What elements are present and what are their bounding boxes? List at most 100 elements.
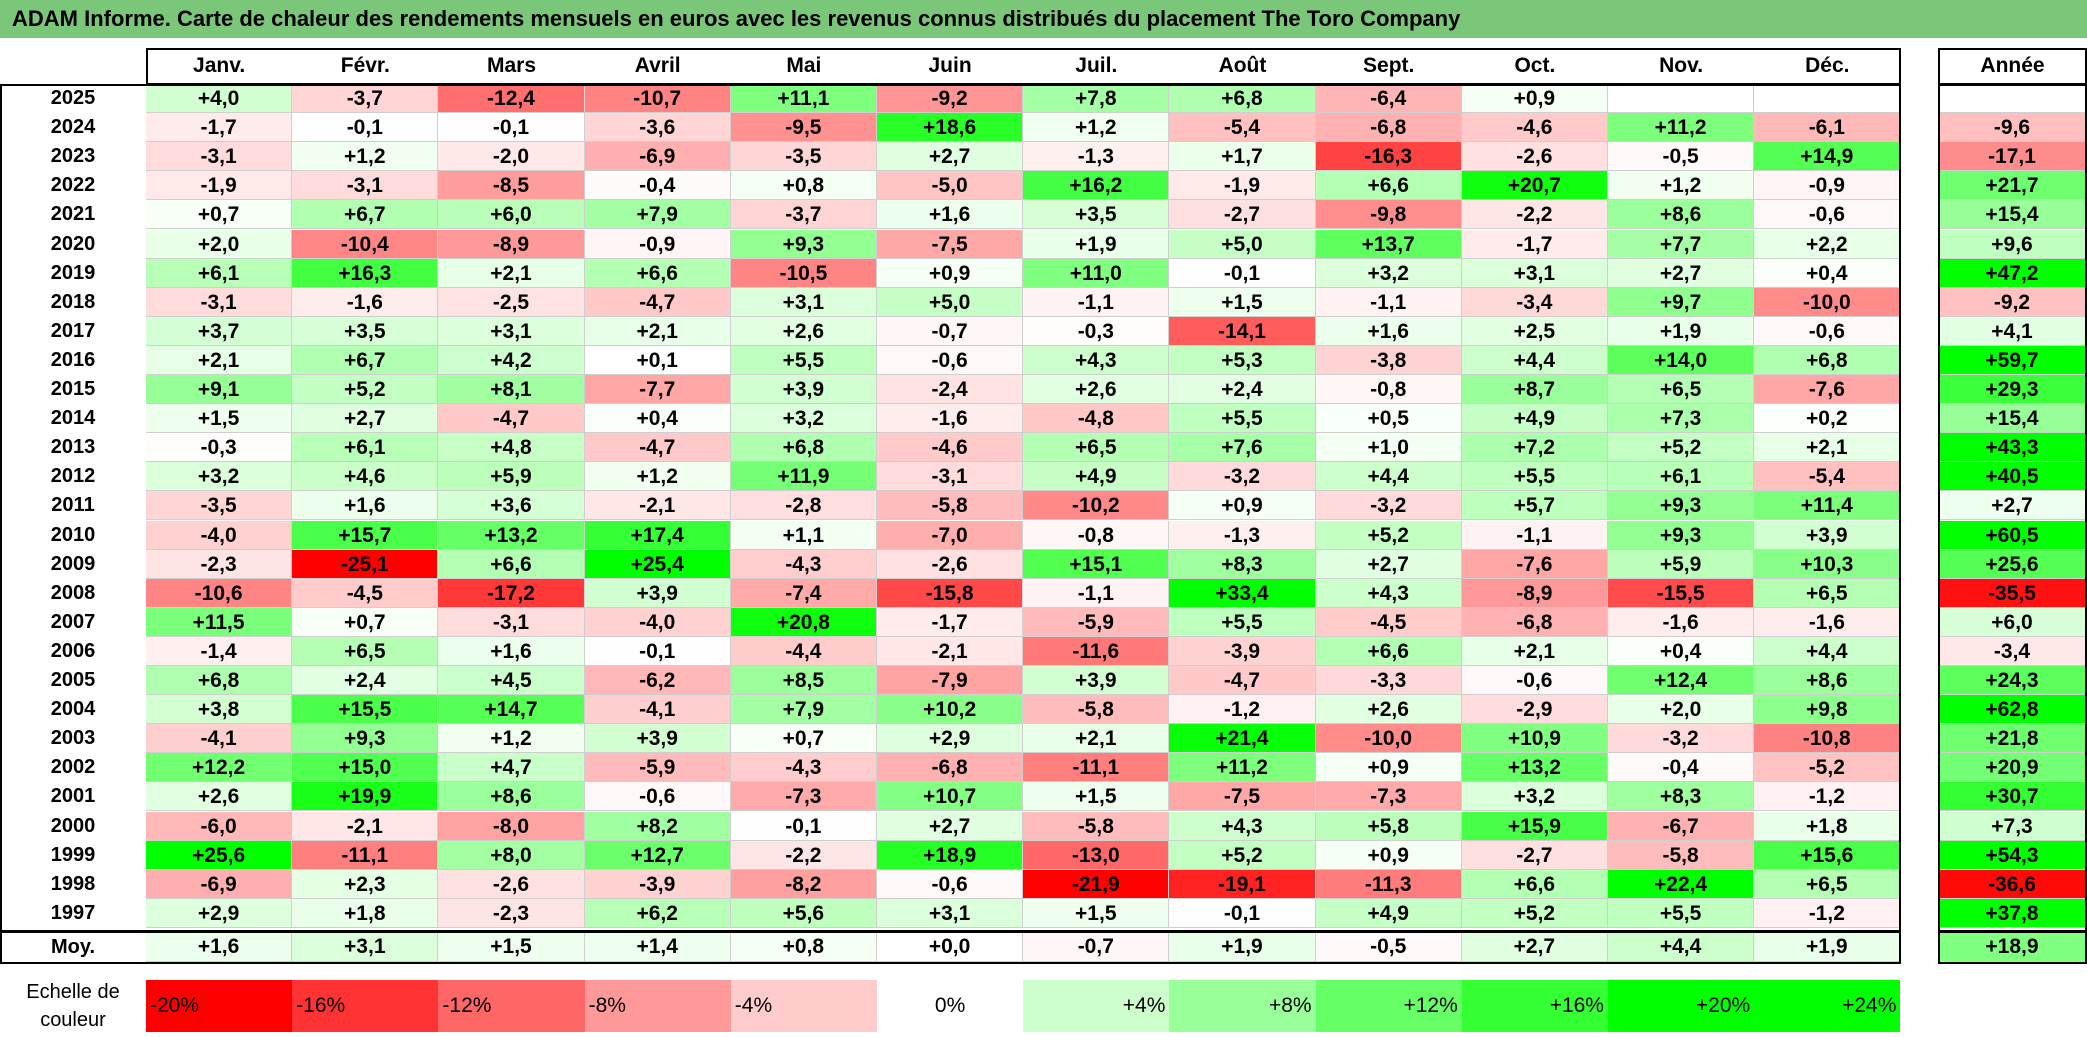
heatmap-cell: +0,7	[146, 200, 293, 230]
heatmap-cell: +5,5	[1461, 462, 1608, 492]
heatmap-cell: +2,1	[584, 316, 731, 346]
heatmap-cell: +13,7	[1315, 229, 1462, 259]
year-label: 2018	[0, 287, 146, 317]
heatmap-cell: +13,2	[1461, 753, 1608, 783]
annual-cell: +21,7	[1938, 171, 2087, 201]
heatmap-cell: -0,4	[584, 171, 731, 201]
heatmap-cell: +1,2	[1023, 113, 1170, 143]
heatmap-cell: -10,0	[1315, 724, 1462, 754]
annual-cell: +21,8	[1938, 724, 2087, 754]
heatmap-cell: +16,2	[1023, 171, 1170, 201]
heatmap-cell: +11,9	[730, 462, 877, 492]
heatmap-cell: +7,9	[584, 200, 731, 230]
heatmap-cell: -1,1	[1461, 520, 1608, 550]
heatmap-cell: -5,4	[1754, 462, 1901, 492]
heatmap-cell: -3,2	[1608, 724, 1755, 754]
heatmap-cell: -10,4	[292, 229, 439, 259]
heatmap-cell: -12,4	[438, 84, 585, 114]
heatmap-cell: +6,6	[1315, 636, 1462, 666]
heatmap-cell: -1,1	[1023, 287, 1170, 317]
average-annual-cell: +18,9	[1938, 931, 2087, 962]
heatmap-cell: -7,0	[877, 520, 1024, 550]
heatmap-cell: -3,1	[146, 287, 293, 317]
month-header: Oct.	[1461, 48, 1608, 84]
heatmap-cell: +6,0	[438, 200, 585, 230]
annual-cell: +37,8	[1938, 898, 2087, 928]
heatmap-cell: +15,1	[1023, 549, 1170, 579]
heatmap-cell: +4,4	[1315, 462, 1462, 492]
heatmap-cell: +15,7	[292, 520, 439, 550]
heatmap-cell: +4,6	[292, 462, 439, 492]
heatmap-cell: -0,6	[1754, 316, 1901, 346]
heatmap-cell: +3,9	[730, 375, 877, 405]
year-label: 2001	[0, 782, 146, 812]
heatmap-cell: +18,9	[877, 840, 1024, 870]
heatmap-cell: +2,9	[146, 898, 293, 928]
heatmap-cell: -3,2	[1169, 462, 1316, 492]
heatmap-cell: +1,6	[1315, 316, 1462, 346]
heatmap-cell: -0,1	[292, 113, 439, 143]
heatmap-cell: +14,7	[438, 695, 585, 725]
heatmap-cell: +6,1	[146, 258, 293, 288]
year-label: 2019	[0, 258, 146, 288]
heatmap-cell: -4,1	[584, 695, 731, 725]
heatmap-cell: +4,4	[1754, 636, 1901, 666]
heatmap-cell: +15,0	[292, 753, 439, 783]
heatmap-cell: +2,0	[146, 229, 293, 259]
heatmap-cell: -8,5	[438, 171, 585, 201]
color-scale-swatch: -20%	[146, 980, 293, 1032]
heatmap-cell: +0,9	[1315, 753, 1462, 783]
average-cell: +0,0	[877, 931, 1024, 962]
heatmap-cell: -3,3	[1315, 666, 1462, 696]
heatmap-cell: +4,9	[1315, 898, 1462, 928]
heatmap-cell: +11,5	[146, 607, 293, 637]
annual-cell: -36,6	[1938, 869, 2087, 899]
heatmap-cell: +4,5	[438, 666, 585, 696]
heatmap-cell: +3,2	[1315, 258, 1462, 288]
heatmap-cell: -1,1	[1315, 287, 1462, 317]
year-label: 2015	[0, 375, 146, 405]
heatmap-cell: -2,3	[438, 898, 585, 928]
heatmap-cell: -0,9	[584, 229, 731, 259]
heatmap-cell: +2,5	[1461, 316, 1608, 346]
heatmap-cell: +5,5	[1169, 404, 1316, 434]
heatmap-cell: +6,6	[1461, 869, 1608, 899]
average-cell: +1,4	[584, 931, 731, 962]
heatmap-cell: +5,3	[1169, 345, 1316, 375]
heatmap-cell: -3,5	[730, 142, 877, 172]
heatmap-cell: +0,4	[1754, 258, 1901, 288]
year-label: 2025	[0, 84, 146, 114]
heatmap-cell: +25,4	[584, 549, 731, 579]
heatmap-cell: +5,2	[1169, 840, 1316, 870]
heatmap-cell: -3,5	[146, 491, 293, 521]
heatmap-cell: -17,2	[438, 578, 585, 608]
heatmap-cell: +8,3	[1608, 782, 1755, 812]
color-scale-swatch: +4%	[1023, 980, 1170, 1032]
heatmap-cell: -2,8	[730, 491, 877, 521]
heatmap-cell: -1,1	[1023, 578, 1170, 608]
annual-cell: -9,2	[1938, 287, 2087, 317]
heatmap-cell: +2,9	[877, 724, 1024, 754]
heatmap-cell: +11,2	[1608, 113, 1755, 143]
color-scale-swatch: -8%	[584, 980, 731, 1032]
month-header: Janv.	[146, 48, 293, 84]
annual-cell: +29,3	[1938, 375, 2087, 405]
year-label: 2011	[0, 491, 146, 521]
heatmap-cell: +2,1	[438, 258, 585, 288]
annual-cell: +43,3	[1938, 433, 2087, 463]
heatmap-cell: -3,1	[438, 607, 585, 637]
heatmap-cell: -4,3	[730, 753, 877, 783]
heatmap-cell: +2,4	[292, 666, 439, 696]
heatmap-cell: -0,6	[1461, 666, 1608, 696]
heatmap-cell: +1,8	[292, 898, 439, 928]
heatmap-cell: +2,1	[1754, 433, 1901, 463]
heatmap-cell: +6,1	[292, 433, 439, 463]
heatmap-cell: +2,1	[1461, 636, 1608, 666]
year-label: 2021	[0, 200, 146, 230]
heatmap-cell: -5,8	[1023, 811, 1170, 841]
heatmap-cell: -15,5	[1608, 578, 1755, 608]
heatmap-cell: +9,3	[1608, 491, 1755, 521]
heatmap-cell: -6,9	[146, 869, 293, 899]
year-label: 1997	[0, 898, 146, 928]
heatmap-cell: -21,9	[1023, 869, 1170, 899]
